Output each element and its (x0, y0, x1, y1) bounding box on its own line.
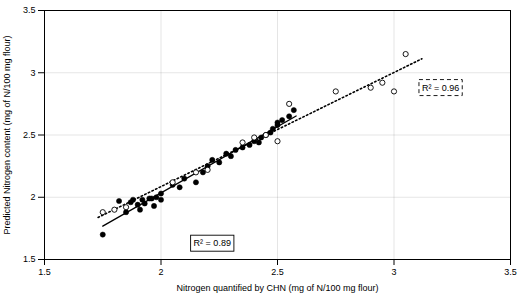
svg-text:3: 3 (391, 267, 396, 277)
svg-text:Nitrogen quantified by CHN (mg: Nitrogen quantified by CHN (mg of N/100 … (176, 283, 378, 293)
svg-text:2.5: 2.5 (271, 267, 284, 277)
svg-text:2: 2 (30, 192, 35, 202)
svg-text:1.5: 1.5 (23, 254, 36, 264)
svg-text:R² = 0.89: R² = 0.89 (194, 238, 231, 248)
svg-text:2.5: 2.5 (23, 130, 36, 140)
svg-text:3: 3 (30, 68, 35, 78)
svg-text:Predicted Nitrogen content (mg: Predicted Nitrogen content (mg of N/100 … (2, 35, 12, 234)
svg-text:3.5: 3.5 (23, 5, 36, 15)
svg-text:2: 2 (158, 267, 163, 277)
svg-text:1.5: 1.5 (38, 267, 51, 277)
svg-text:R² = 0.96: R² = 0.96 (422, 83, 459, 93)
svg-text:3.5: 3.5 (504, 267, 517, 277)
